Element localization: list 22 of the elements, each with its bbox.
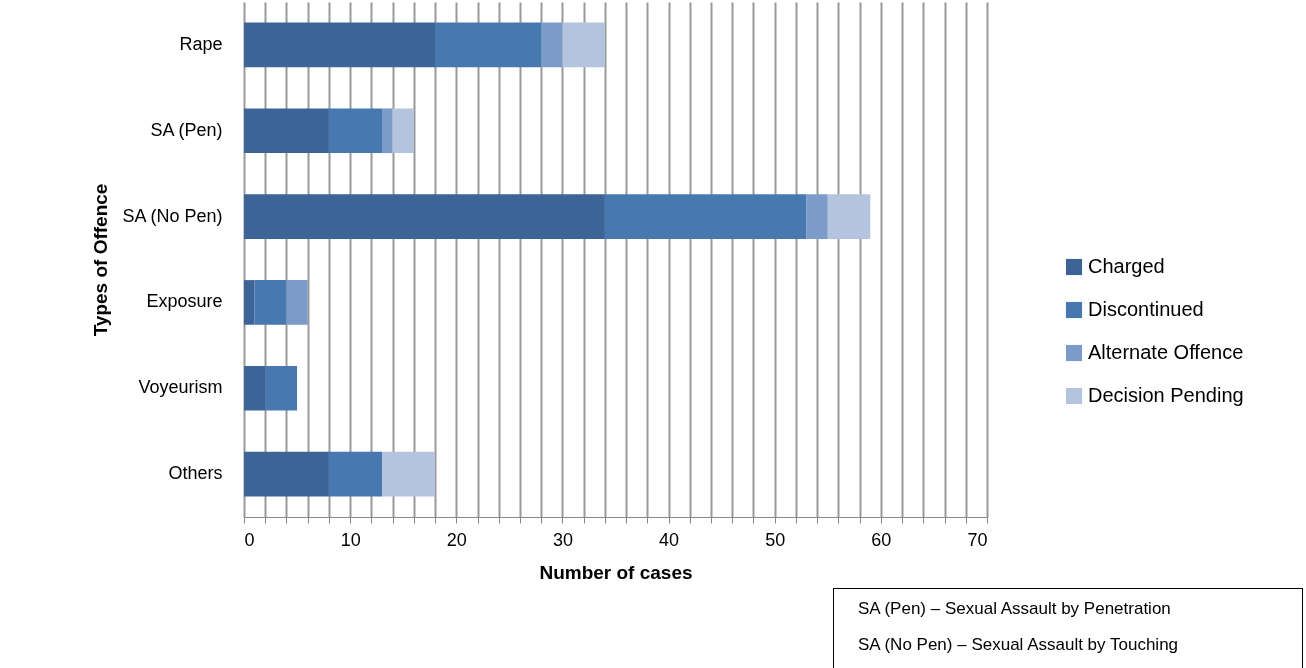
legend-label: Decision Pending <box>1088 384 1244 406</box>
x-tick-label: 20 <box>446 529 467 550</box>
y-axis-title: Types of Offence <box>90 183 112 337</box>
legend-label: Alternate Offence <box>1088 341 1244 363</box>
y-tick-label: Rape <box>179 33 223 54</box>
x-tick-label: 40 <box>659 529 680 550</box>
x-tick-label: 30 <box>552 529 573 550</box>
text: SA (Pen) – Sexual Assault by Penetration <box>858 599 1172 619</box>
x-axis-title: Number of cases <box>539 561 693 583</box>
text: SA (No Pen) – Sexual Assault by Touching <box>858 635 1180 655</box>
y-tick-label: SA (Pen) <box>150 119 223 140</box>
y-tick-label: Others <box>168 463 223 484</box>
legend-label: Charged <box>1088 255 1165 277</box>
legend-label: Discontinued <box>1088 298 1204 320</box>
x-tick-label: 0 <box>244 529 255 550</box>
y-tick-label: Exposure <box>146 291 223 312</box>
x-tick-label: 60 <box>871 529 892 550</box>
x-tick-label: 50 <box>765 529 786 550</box>
x-tick-label: 10 <box>340 529 361 550</box>
y-tick-label: Voyeurism <box>138 377 223 398</box>
x-tick-label: 70 <box>967 529 988 550</box>
y-tick-label: SA (No Pen) <box>122 205 223 226</box>
